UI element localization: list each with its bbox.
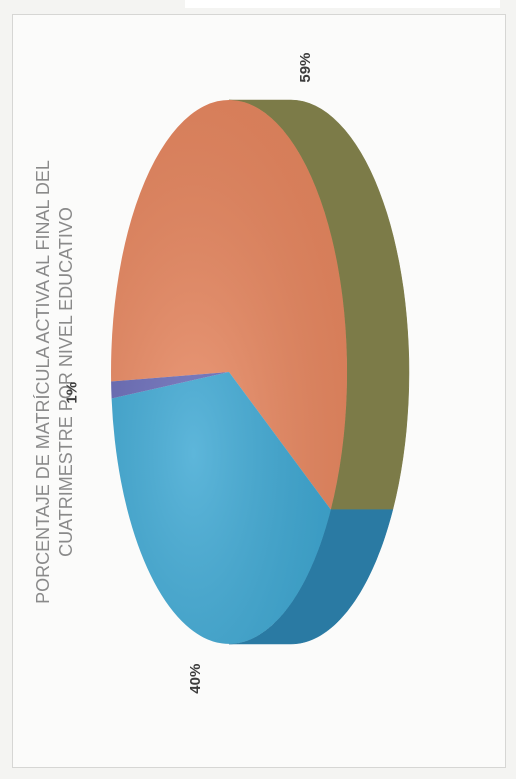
data-label-1: 59% — [297, 53, 314, 83]
chart-title: PORCENTAJE DE MATRÍCULA ACTIVA AL FINAL … — [33, 160, 76, 604]
data-labels: 59% 40% 1% — [63, 53, 314, 694]
page-top-strip — [185, 0, 500, 8]
data-label-3: 1% — [63, 382, 80, 404]
data-label-2: 40% — [187, 664, 204, 694]
pie-body — [111, 99, 410, 645]
chart-title-line-1: PORCENTAJE DE MATRÍCULA ACTIVA AL FINAL … — [33, 160, 53, 604]
pie-shine — [111, 100, 347, 644]
chart-title-line-2: CUATRIMESTRE POR NIVEL EDUCATIVO — [56, 207, 76, 557]
